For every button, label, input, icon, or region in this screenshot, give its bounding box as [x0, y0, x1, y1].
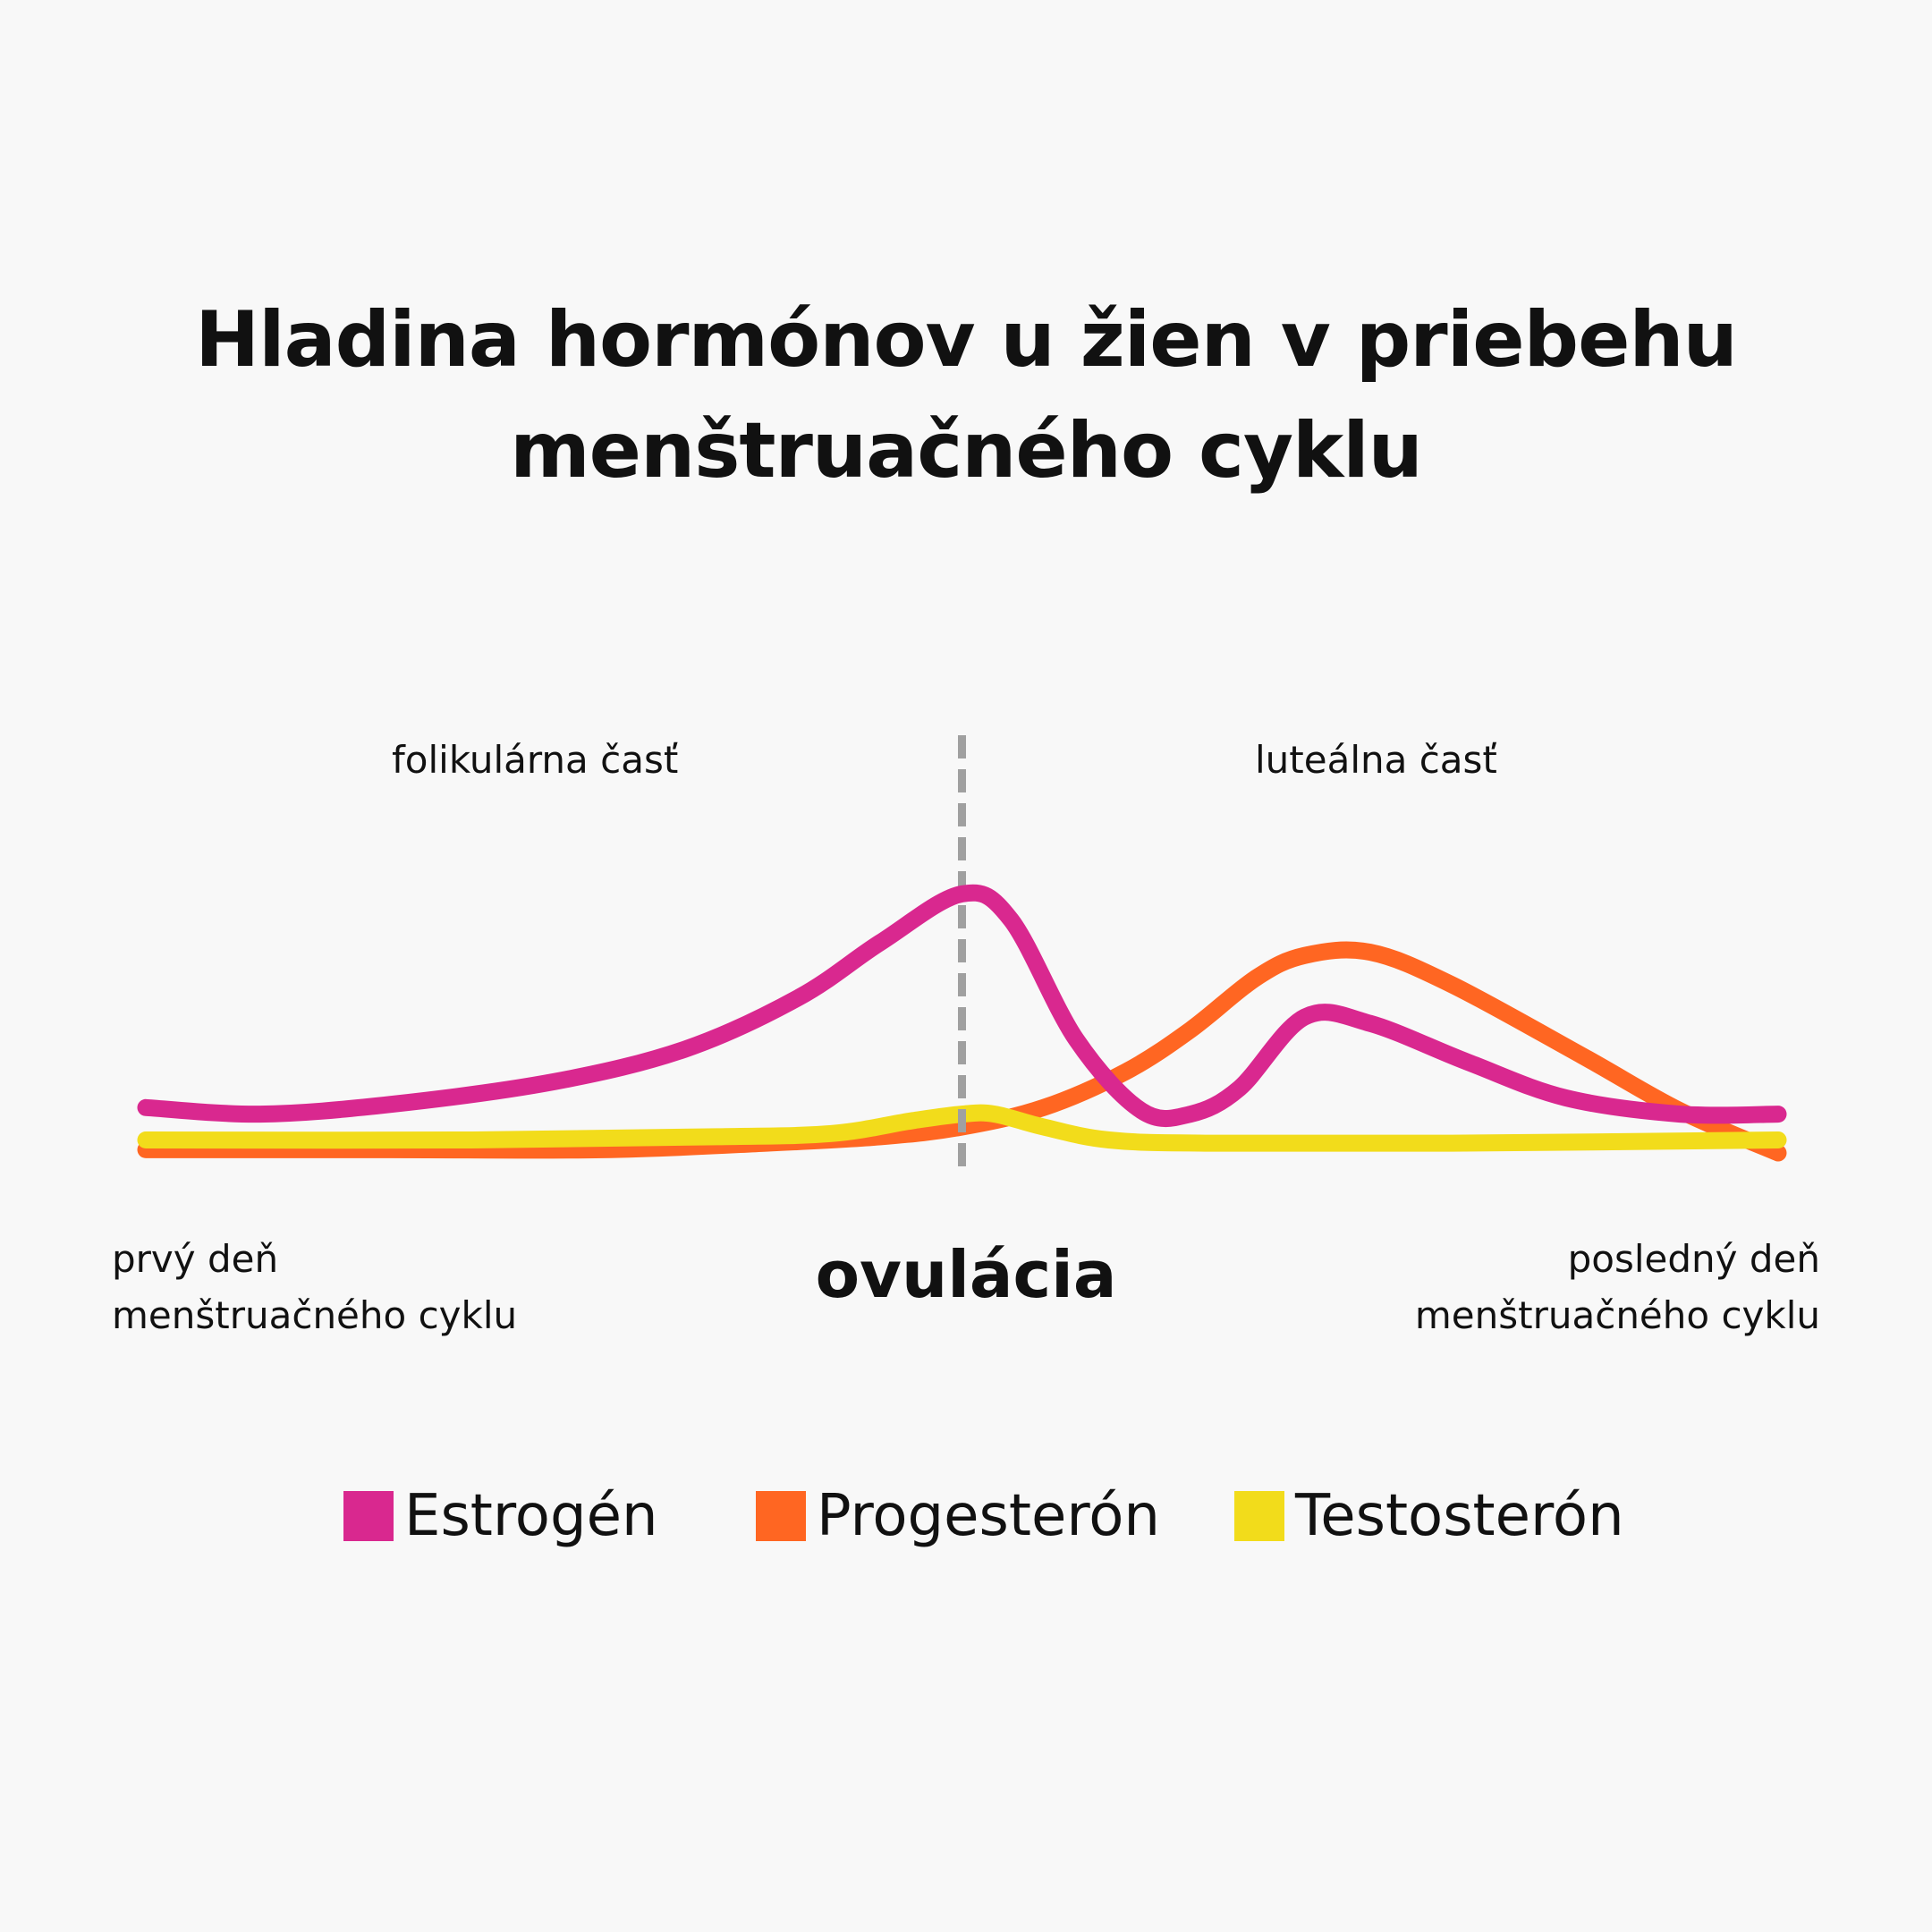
first-day-label-line-1: prvý deň	[112, 1237, 279, 1281]
legend-label-progesterone: Progesterón	[817, 1483, 1160, 1549]
last-day-label-line-1: posledný deň	[1567, 1237, 1820, 1281]
first-day-label-line-2: menštruačného cyklu	[112, 1293, 518, 1337]
chart-legend: Estrogén Progesterón Testosterón	[0, 1485, 1932, 1547]
ovulation-label: ovulácia	[815, 1237, 1117, 1312]
chart-title-line-2: menštruačného cyklu	[510, 406, 1423, 496]
follicular-phase-label: folikulárna časť	[392, 738, 679, 782]
legend-item-estrogen: Estrogén	[343, 1485, 658, 1547]
series-line-estrogen	[137, 884, 1787, 1128]
luteal-phase-label: luteálna časť	[1255, 738, 1497, 782]
first-day-label: prvý deň menštruačného cyklu	[112, 1231, 517, 1343]
chart-title: Hladina hormónov u žien v priebehu menšt…	[0, 284, 1932, 506]
legend-swatch-testosterone	[1234, 1491, 1284, 1541]
series-line-progesterone	[137, 941, 1787, 1162]
legend-item-progesterone: Progesterón	[756, 1485, 1160, 1547]
legend-item-testosterone: Testosterón	[1234, 1485, 1624, 1547]
legend-swatch-progesterone	[756, 1491, 806, 1541]
last-day-label: posledný deň menštruačného cyklu	[1415, 1231, 1820, 1343]
legend-swatch-estrogen	[343, 1491, 394, 1541]
legend-label-estrogen: Estrogén	[404, 1483, 658, 1549]
chart-title-line-1: Hladina hormónov u žien v priebehu	[195, 295, 1738, 385]
last-day-label-line-2: menštruačného cyklu	[1414, 1293, 1820, 1337]
series-line-testosterone	[137, 1104, 1787, 1153]
legend-label-testosterone: Testosterón	[1295, 1483, 1624, 1549]
